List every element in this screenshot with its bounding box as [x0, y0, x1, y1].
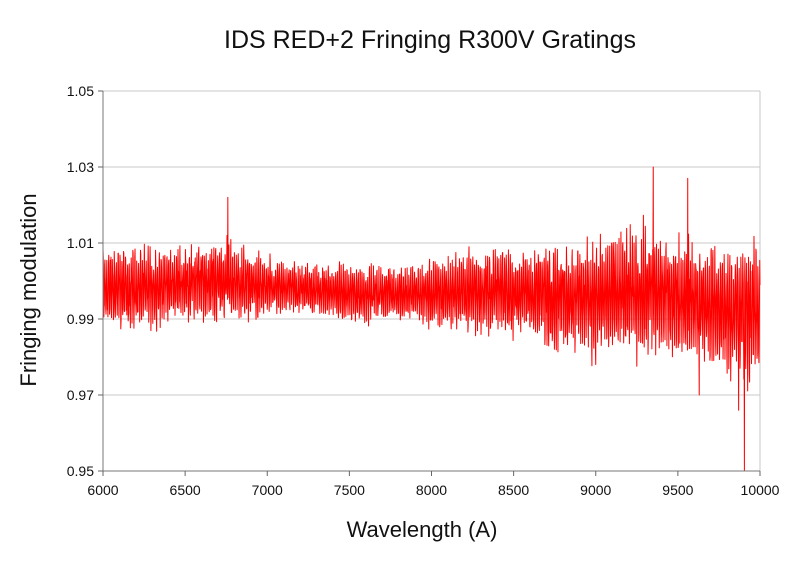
- x-axis-ticks: 6000 6500 7000 7500 8000 8500 9000 9500 10000: [87, 471, 780, 498]
- x-tick-label: 6500: [170, 482, 201, 498]
- x-tick-label: 7000: [252, 482, 283, 498]
- x-axis-label: Wavelength (A): [347, 517, 498, 542]
- x-tick-label: 8500: [498, 482, 529, 498]
- y-tick-label: 0.97: [67, 387, 94, 403]
- x-tick-label: 9500: [662, 482, 693, 498]
- series-line: [102, 166, 761, 472]
- x-tick-label: 7500: [334, 482, 365, 498]
- x-tick-label: 10000: [741, 482, 780, 498]
- x-tick-label: 8000: [416, 482, 447, 498]
- chart-title: IDS RED+2 Fringing R300V Gratings: [224, 26, 636, 54]
- y-tick-label: 1.05: [67, 83, 94, 99]
- x-tick-label: 9000: [580, 482, 611, 498]
- data-layer: [102, 166, 761, 472]
- y-axis-ticks: 0.95 0.97 0.99 1.01 1.03 1.05: [67, 83, 103, 479]
- y-axis-label: Fringing modulation: [16, 193, 41, 386]
- y-tick-label: 1.03: [67, 159, 94, 175]
- x-tick-label: 6000: [87, 482, 118, 498]
- y-tick-label: 0.99: [67, 311, 94, 327]
- grid: [103, 90, 760, 396]
- y-tick-label: 0.95: [67, 463, 94, 479]
- y-tick-label: 1.01: [67, 235, 94, 251]
